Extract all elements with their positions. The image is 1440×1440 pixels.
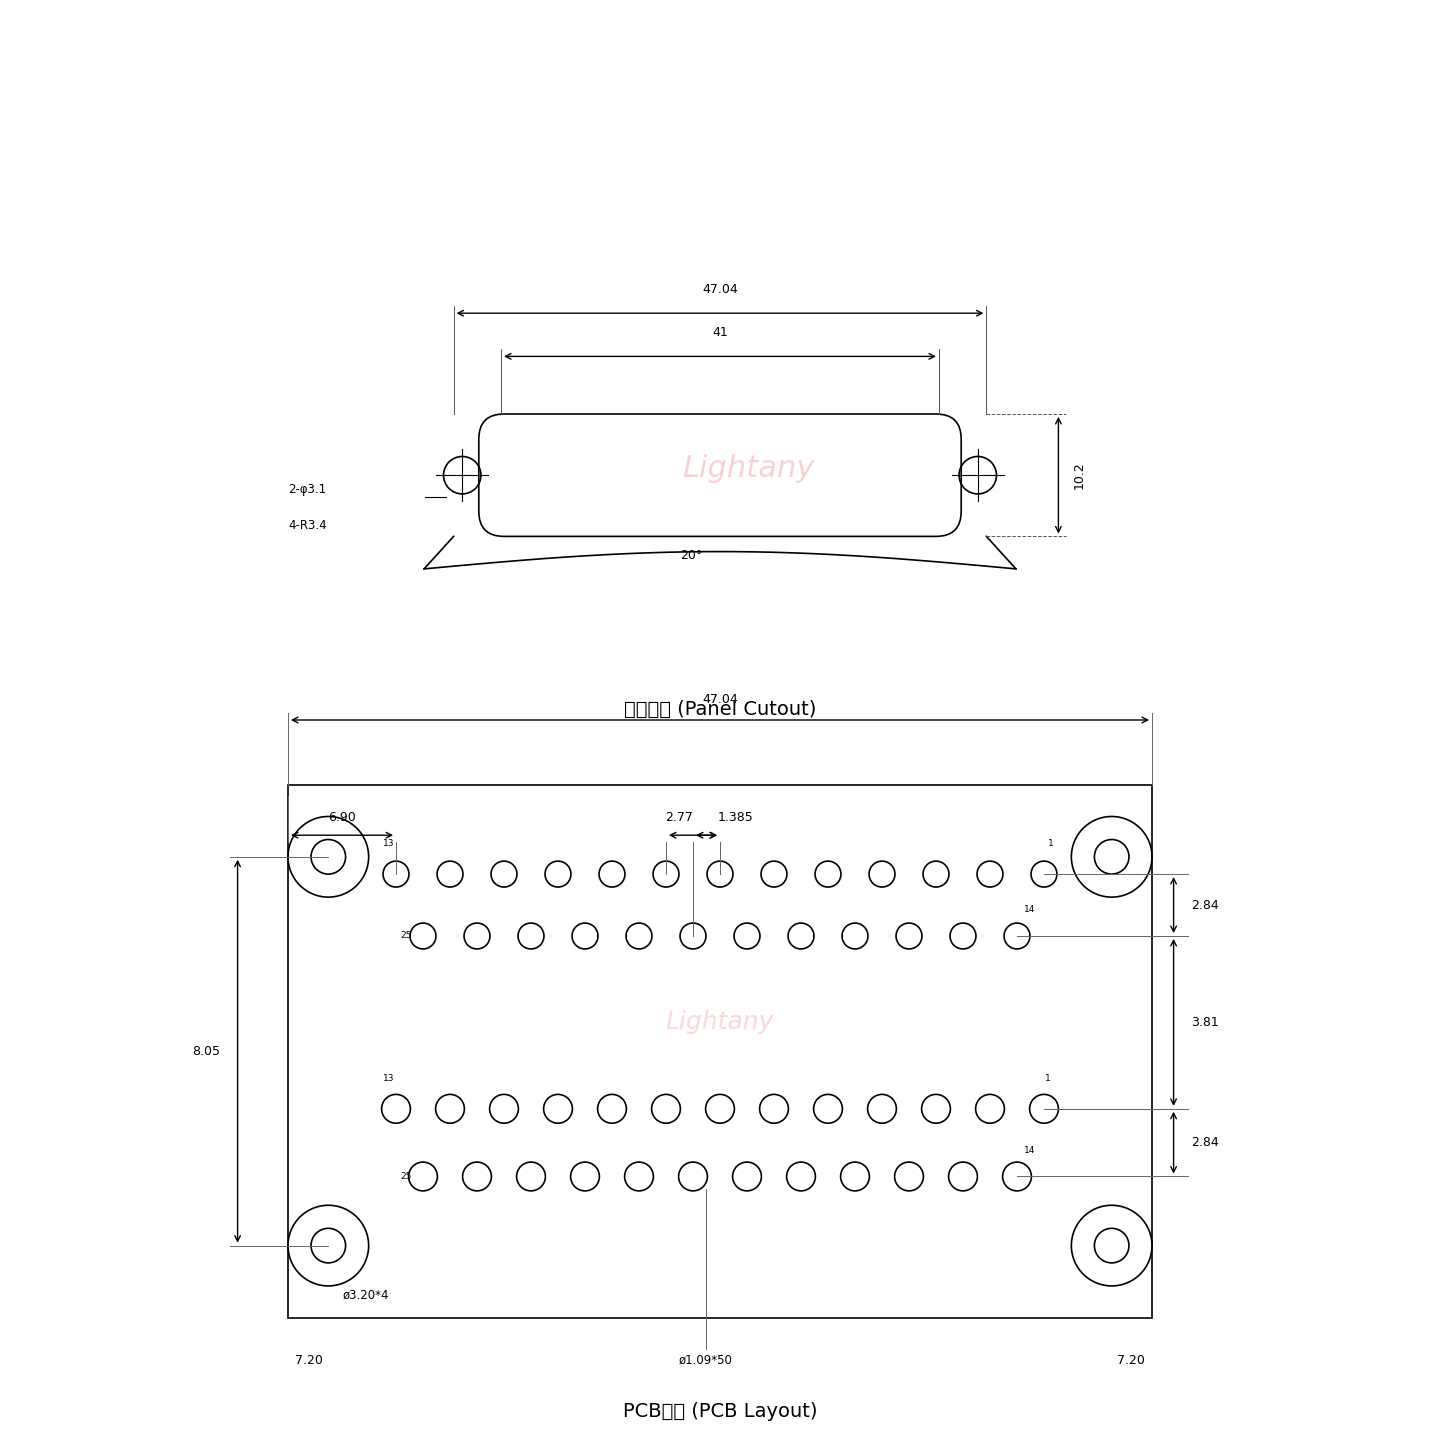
Text: Lightany: Lightany (683, 454, 815, 482)
Text: 41: 41 (713, 325, 727, 340)
Text: 14: 14 (1024, 1146, 1035, 1155)
Text: ø3.20*4: ø3.20*4 (343, 1289, 389, 1302)
Text: 1: 1 (1048, 840, 1054, 848)
Text: 2.77: 2.77 (665, 811, 693, 824)
Text: 4-R3.4: 4-R3.4 (288, 518, 327, 533)
Text: 7.20: 7.20 (1117, 1354, 1145, 1367)
Text: 7.20: 7.20 (295, 1354, 323, 1367)
Text: 25: 25 (400, 932, 412, 940)
Text: 8.05: 8.05 (193, 1044, 220, 1058)
Text: ø1.09*50: ø1.09*50 (678, 1354, 733, 1367)
Text: 面板开孔 (Panel Cutout): 面板开孔 (Panel Cutout) (624, 700, 816, 719)
Text: 2-φ3.1: 2-φ3.1 (288, 482, 325, 497)
Bar (288, 785, 1152, 1318)
Text: 13: 13 (383, 840, 395, 848)
Text: 13: 13 (383, 1074, 395, 1083)
Text: 1.385: 1.385 (717, 811, 753, 824)
Text: 47.04: 47.04 (703, 693, 737, 706)
Text: 47.04: 47.04 (703, 282, 737, 297)
Text: 2.84: 2.84 (1191, 1136, 1218, 1149)
Text: 1: 1 (1045, 1074, 1051, 1083)
Text: 6.90: 6.90 (328, 811, 356, 824)
Text: 25: 25 (400, 1172, 412, 1181)
Text: PCB布局 (PCB Layout): PCB布局 (PCB Layout) (622, 1401, 818, 1421)
Text: 3.81: 3.81 (1191, 1015, 1218, 1030)
Text: 10.2: 10.2 (1073, 461, 1086, 490)
Text: 20°: 20° (680, 549, 703, 562)
Text: Lightany: Lightany (665, 1011, 775, 1034)
Text: 2.84: 2.84 (1191, 899, 1218, 912)
Text: 14: 14 (1024, 906, 1035, 914)
